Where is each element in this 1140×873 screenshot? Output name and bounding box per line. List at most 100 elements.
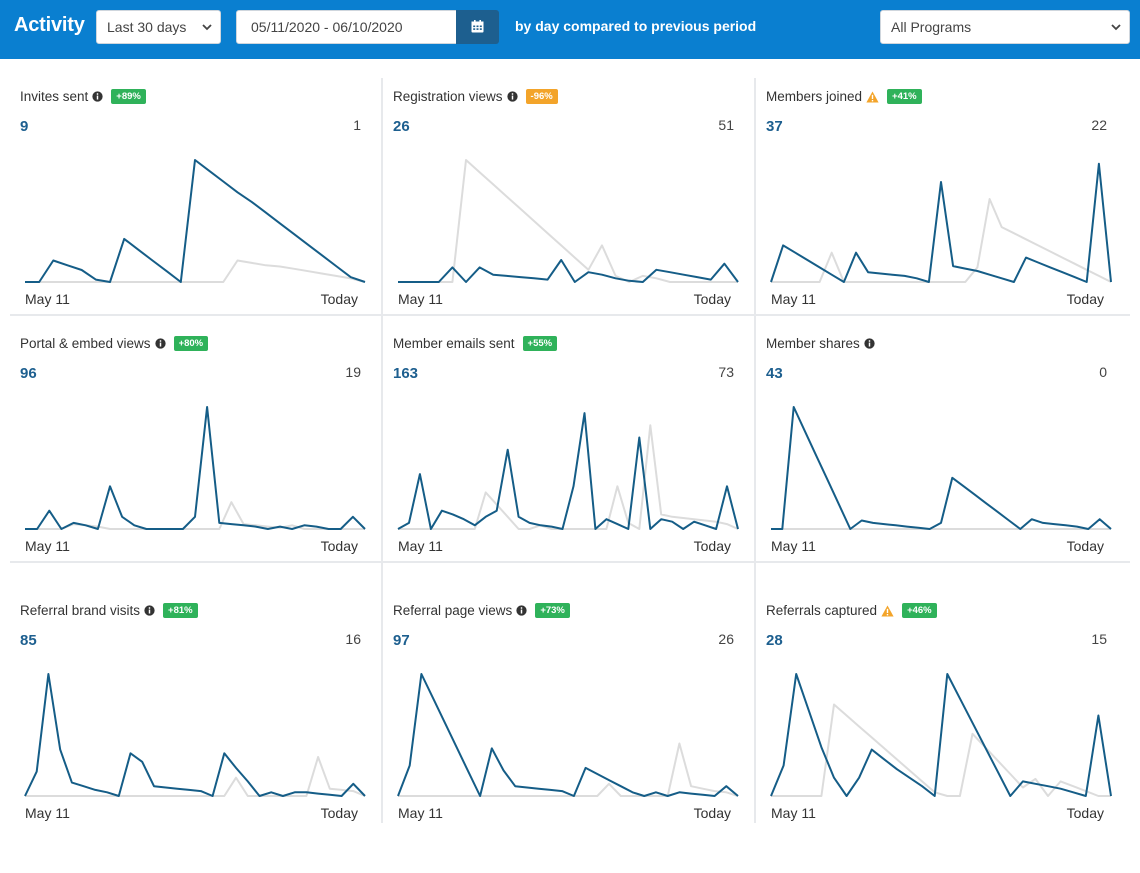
change-badge: +81% (163, 603, 198, 618)
row-divider (10, 314, 1130, 316)
program-select-value: All Programs (891, 19, 972, 35)
program-select[interactable]: All Programs (880, 10, 1130, 44)
metric-title: Member shares (766, 336, 875, 351)
metric-title: Referral page views +73% (393, 603, 570, 618)
metric-title: Referrals captured +46% (766, 603, 937, 618)
metric-title: Registration views -96% (393, 89, 558, 104)
column-divider (754, 78, 756, 823)
x-axis-end-label: Today (1066, 291, 1104, 307)
warning-icon[interactable] (866, 91, 879, 103)
metric-title: Referral brand visits +81% (20, 603, 198, 618)
metric-title-text: Registration views (393, 89, 503, 104)
current-period-line (25, 406, 366, 530)
x-axis-end-label: Today (693, 805, 731, 821)
sparkline-chart (771, 406, 1112, 530)
x-axis-start-label: May 11 (398, 805, 443, 821)
metric-panel: Invites sent +89% 9 1 May 11 Today (0, 67, 373, 315)
change-badge: +89% (111, 89, 146, 104)
sparkline-chart (397, 673, 739, 797)
change-badge: +46% (902, 603, 937, 618)
metric-title: Portal & embed views +80% (20, 336, 209, 351)
x-axis-start-label: May 11 (25, 805, 70, 821)
column-divider (381, 78, 383, 823)
previous-period-line (398, 742, 739, 797)
change-badge: +73% (535, 603, 570, 618)
metric-title: Member emails sent +55% (393, 336, 558, 351)
current-period-value: 37 (766, 118, 783, 135)
top-bar: Activity Last 30 days 05/11/2020 - 06/10… (0, 0, 1140, 59)
info-icon[interactable] (92, 91, 103, 102)
previous-period-line (771, 703, 1111, 797)
sparkline-chart (398, 159, 739, 283)
current-period-line (24, 673, 366, 797)
info-icon[interactable] (864, 338, 875, 349)
x-axis-end-label: Today (693, 291, 731, 307)
metric-panel: Portal & embed views +80% 96 19 May 11 Today (0, 314, 373, 562)
x-axis-start-label: May 11 (771, 805, 816, 821)
metric-title-text: Invites sent (20, 89, 89, 104)
metric-title-text: Referral brand visits (20, 603, 141, 618)
current-period-value: 97 (393, 632, 410, 649)
chevron-down-icon (1111, 24, 1121, 31)
metric-panel: Referral page views +73% 97 26 May 11 Today (373, 581, 746, 829)
info-icon[interactable] (516, 605, 527, 616)
metric-title-text: Members joined (766, 89, 863, 104)
date-range-select[interactable]: Last 30 days (96, 10, 221, 44)
metric-panel: Referral brand visits +81% 85 16 May 11 Today (0, 581, 373, 829)
metric-title-text: Referrals captured (766, 603, 878, 618)
x-axis-end-label: Today (320, 538, 358, 554)
warning-icon[interactable] (881, 605, 894, 617)
previous-period-value: 15 (1091, 631, 1107, 647)
change-badge: +41% (887, 89, 922, 104)
x-axis-end-label: Today (1066, 538, 1104, 554)
x-axis-start-label: May 11 (398, 538, 443, 554)
info-icon[interactable] (506, 91, 518, 102)
previous-period-line (25, 756, 366, 797)
sparkline-chart (770, 673, 1112, 797)
page-title: Activity (14, 14, 85, 36)
chevron-down-icon (202, 24, 212, 31)
current-period-line (25, 159, 366, 283)
previous-period-value: 0 (1099, 364, 1107, 380)
current-period-line (770, 673, 1112, 797)
current-period-value: 28 (766, 632, 783, 649)
current-period-line (398, 259, 739, 283)
x-axis-end-label: Today (693, 538, 731, 554)
x-axis-end-label: Today (320, 291, 358, 307)
current-period-value: 163 (393, 365, 419, 382)
metric-title-text: Portal & embed views (20, 336, 151, 351)
metric-title: Invites sent +89% (20, 89, 146, 104)
metric-title-text: Member shares (766, 336, 860, 351)
x-axis-start-label: May 11 (25, 538, 70, 554)
previous-period-line (398, 424, 739, 530)
date-range-select-value: Last 30 days (107, 19, 187, 35)
x-axis-start-label: May 11 (398, 291, 443, 307)
row-divider (10, 561, 1130, 563)
current-period-value: 43 (766, 365, 783, 382)
current-period-line (770, 162, 1112, 283)
metric-title: Members joined +41% (766, 89, 922, 104)
change-badge: -96% (525, 89, 558, 104)
sparkline-chart (397, 412, 739, 530)
info-icon[interactable] (154, 338, 166, 349)
date-range-input[interactable]: 05/11/2020 - 06/10/2020 (236, 10, 457, 44)
x-axis-start-label: May 11 (25, 291, 70, 307)
calendar-button[interactable] (456, 10, 499, 44)
previous-period-value: 22 (1091, 117, 1107, 133)
compare-caption: by day compared to previous period (515, 18, 757, 34)
change-badge: +55% (522, 336, 558, 351)
previous-period-line (771, 198, 1112, 283)
current-period-value: 26 (393, 118, 410, 135)
sparkline-chart (24, 673, 366, 797)
current-period-value: 9 (20, 118, 29, 135)
previous-period-line (25, 259, 366, 283)
previous-period-value: 26 (718, 631, 734, 647)
previous-period-value: 51 (718, 117, 734, 133)
sparkline-chart (770, 162, 1112, 283)
metric-panel: Members joined +41% 37 22 May 11 Today (746, 67, 1119, 315)
x-axis-start-label: May 11 (771, 291, 816, 307)
previous-period-value: 16 (345, 631, 361, 647)
metric-panel: Registration views -96% 26 51 May 11 Today (373, 67, 746, 315)
info-icon[interactable] (144, 605, 155, 616)
previous-period-line (398, 159, 738, 283)
